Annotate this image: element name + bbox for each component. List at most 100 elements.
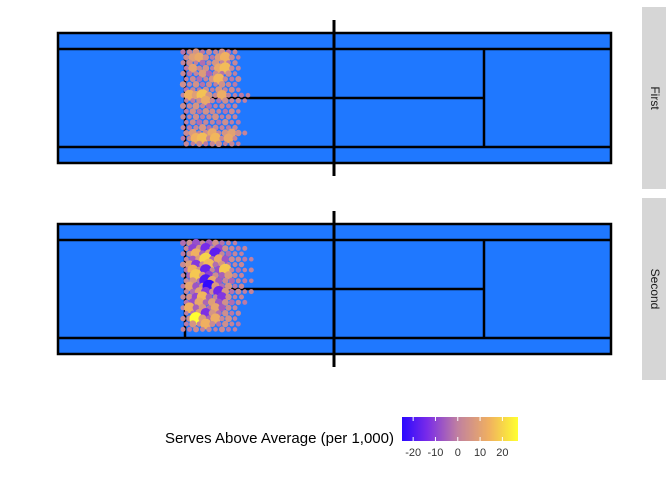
heatmap-cell	[206, 81, 212, 88]
heatmap-cell	[235, 65, 241, 71]
heatmap-cell	[196, 65, 202, 71]
heatmap-cell	[236, 141, 241, 147]
heatmap-cell	[206, 103, 212, 109]
heatmap-cell	[221, 255, 230, 263]
heatmap-cell	[189, 108, 196, 115]
heatmap-cell	[238, 283, 245, 289]
heatmap-cell	[186, 70, 193, 77]
heatmap-cell	[210, 87, 215, 93]
heatmap-cell	[209, 54, 215, 60]
heatmap-cell	[225, 315, 232, 322]
heatmap-cell	[232, 92, 238, 98]
heatmap-cell	[232, 262, 238, 268]
heatmap-cell	[219, 125, 225, 131]
heatmap-cell	[192, 81, 200, 88]
heatmap-cell	[245, 92, 251, 98]
heatmap-cell	[248, 289, 254, 295]
heatmap-cell	[180, 240, 186, 246]
heatmap-cell	[225, 304, 232, 311]
color-legend: Serves Above Average (per 1,000) -20 -10 0…	[165, 417, 518, 459]
heatmap-cell	[222, 119, 229, 126]
heatmap-cell	[213, 327, 218, 332]
court-lines	[56, 211, 613, 367]
heatmap-cell	[239, 251, 244, 257]
heatmap-cell	[229, 76, 235, 82]
heatmap-cell	[189, 119, 196, 126]
heatmap-cell	[222, 310, 229, 317]
heatmap-cell	[225, 70, 232, 77]
heatmap-cell	[232, 305, 238, 311]
heatmap-cell	[236, 109, 241, 114]
heatmap-cell	[235, 288, 242, 295]
heatmap-cell	[196, 140, 203, 147]
legend-tick-label: -20	[405, 447, 421, 459]
heatmap-cell	[202, 108, 210, 115]
heatmap-cell	[242, 267, 248, 273]
heatmap-cell	[235, 76, 242, 82]
heatmap-cell	[232, 316, 238, 321]
heatmap-cell	[242, 256, 248, 262]
heatmap-cell	[232, 60, 238, 66]
heatmap-cell	[235, 129, 242, 137]
heatmap-cell	[215, 140, 222, 147]
heatmap-cell	[180, 70, 186, 77]
heatmap-cell	[206, 60, 212, 66]
heatmap-cell	[209, 108, 216, 115]
heatmap-cell	[198, 124, 207, 132]
heatmap-cell	[232, 103, 238, 109]
heatmap-cell	[235, 245, 241, 251]
heatmap-cell	[232, 251, 238, 257]
heatmap-cell	[236, 87, 241, 93]
heatmap-cell	[242, 98, 248, 103]
heatmap-cell	[242, 299, 248, 305]
heatmap-cell	[249, 278, 254, 284]
heatmap-cell	[206, 326, 212, 333]
heatmap-cell	[235, 256, 241, 262]
heatmap-cell	[229, 288, 235, 295]
heatmap-cell	[183, 130, 190, 136]
heatmap-cell	[222, 108, 228, 115]
heatmap-cell	[189, 320, 197, 328]
heatmap-cell	[219, 326, 225, 333]
heatmap-cells-first	[179, 48, 251, 147]
heatmap-cell	[239, 92, 244, 98]
heatmap-cell	[219, 315, 225, 322]
heatmap-cell	[218, 304, 226, 312]
heatmap-cell	[180, 283, 186, 289]
heatmap-cell	[180, 326, 186, 332]
panel-first	[56, 20, 613, 176]
heatmap-cell	[183, 256, 189, 262]
heatmap-cell	[242, 245, 248, 251]
heatmap-cell	[184, 98, 189, 103]
heatmap-cell	[235, 278, 241, 284]
heatmap-cell	[194, 52, 205, 63]
heatmap-cell	[213, 103, 218, 109]
heatmap-cell	[200, 103, 205, 109]
heatmap-cell	[180, 251, 186, 257]
heatmap-cell	[219, 114, 225, 120]
heatmap-cell	[189, 76, 196, 82]
heatmap-cell	[238, 261, 245, 268]
heatmap-cell	[228, 277, 235, 284]
heatmap-cell	[192, 113, 200, 121]
heatmap-cell	[228, 54, 235, 61]
heatmap-cell	[229, 141, 235, 147]
heatmap-cell	[180, 125, 186, 131]
heatmap-cell	[202, 54, 209, 61]
heatmap-cell	[183, 65, 189, 71]
heatmap-cell	[180, 49, 186, 55]
heatmap-cell	[242, 289, 248, 294]
heatmap-cell	[196, 119, 203, 126]
heatmap-cell	[228, 299, 235, 306]
heatmap-cell	[226, 125, 231, 131]
heatmap-cell	[225, 114, 232, 120]
heatmap-cell	[196, 76, 203, 82]
heatmap-cell	[222, 245, 229, 252]
heatmap-cell	[193, 326, 199, 333]
heatmap-cell	[180, 294, 186, 300]
heatmap-cells-second	[180, 238, 254, 333]
heatmap-cell	[229, 65, 235, 71]
heatmap-cell	[180, 60, 186, 66]
heatmap-cell	[242, 278, 248, 284]
